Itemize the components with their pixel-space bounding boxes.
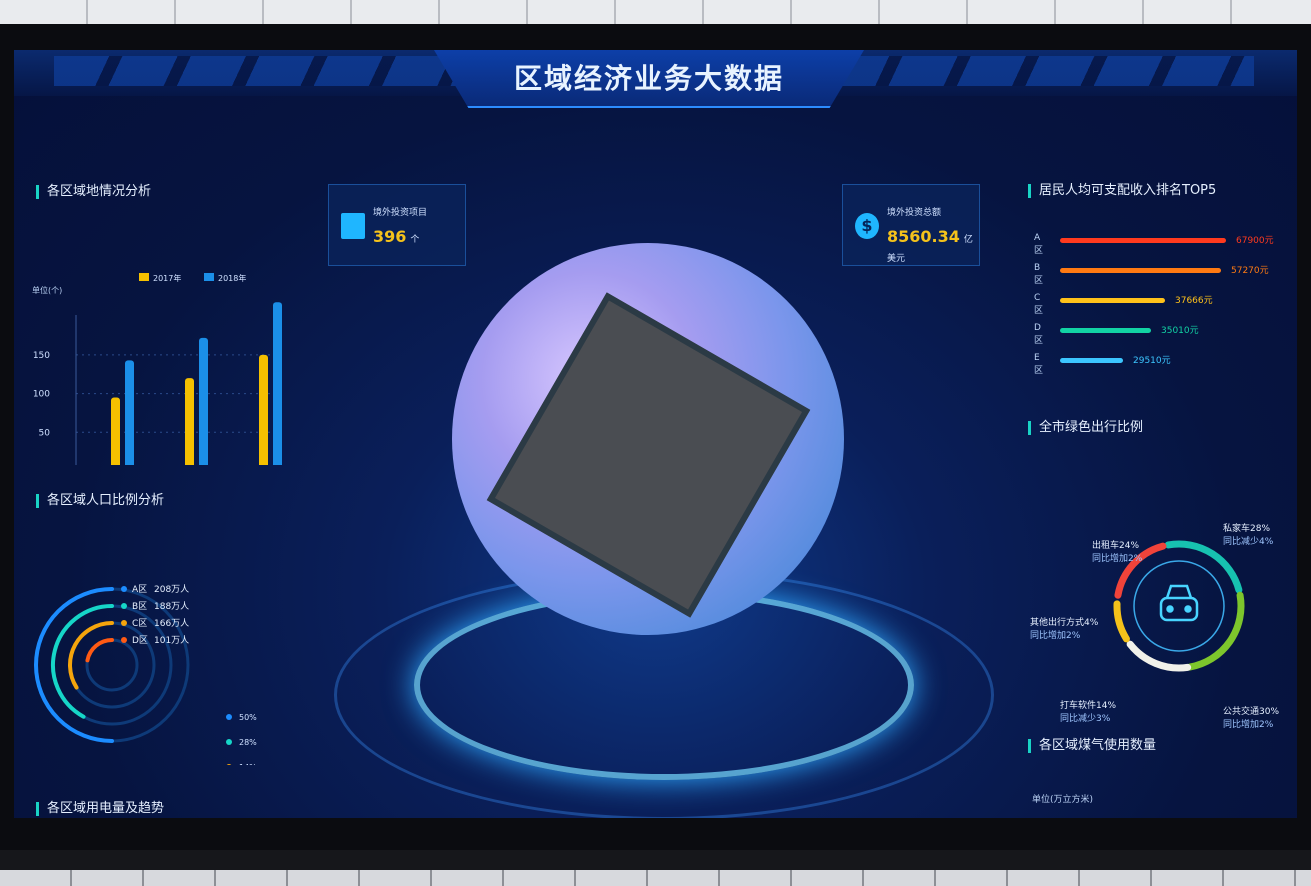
inner-ring (1133, 560, 1225, 652)
travel-donut-chart (1113, 540, 1245, 672)
income-value: 35010元 (1161, 326, 1199, 336)
region-label: E区 (1034, 353, 1044, 376)
legend-dot (121, 620, 127, 626)
building-section-title: 各区域地情况分析 (36, 185, 151, 199)
bar (111, 397, 120, 465)
pct-label: 28% (239, 738, 257, 747)
card-label: 境外投资项目 (373, 208, 428, 218)
gas-unit-label: 单位(万立方米) (1032, 795, 1094, 805)
donut-segment (1113, 600, 1130, 643)
region-label: D区 (132, 635, 148, 646)
ring-arc (34, 587, 114, 743)
legend-swatch (204, 273, 214, 281)
income-bar (1060, 238, 1226, 243)
income-value: 57270元 (1231, 266, 1269, 276)
ring-arc (51, 604, 114, 719)
region-label: C区 (1034, 293, 1044, 316)
population-value: 101万人 (154, 635, 189, 646)
travel-label-public-transit: 公共交通30% 同比增加2% (1223, 707, 1280, 730)
income-bar (1060, 268, 1221, 273)
floor-background (0, 850, 1311, 886)
gas-section-title: 各区域煤气使用数量 (1028, 739, 1156, 753)
legend-label: 2017年 (153, 273, 181, 283)
bar (273, 302, 282, 465)
bar (199, 337, 208, 465)
region-label: B区 (1034, 263, 1044, 286)
population-value: 208万人 (154, 584, 189, 595)
population-value: 166万人 (154, 618, 189, 629)
title-plate: 区域经济业务大数据 (434, 50, 864, 108)
income-bar (1060, 298, 1165, 303)
legend-label: 2018年 (218, 273, 246, 283)
income-bar (1060, 358, 1123, 363)
population-value: 188万人 (154, 601, 189, 612)
bar (185, 378, 194, 465)
travel-label-other: 其他出行方式4% 同比增加2% (1030, 618, 1099, 641)
region-label: C区 (132, 618, 147, 629)
card-value: 396 个 (373, 227, 420, 246)
donut-segment (1186, 591, 1245, 671)
wall-background (0, 0, 1311, 24)
car-icon (1159, 584, 1199, 622)
electric-section-title: 各区域用电量及趋势 (36, 802, 164, 816)
pct-label: 14% (239, 763, 257, 765)
bar (125, 360, 134, 465)
legend-dot (121, 603, 127, 609)
travel-label-ride-app: 打车软件14% 同比减少3% (1060, 701, 1117, 724)
income-value: 67900元 (1236, 236, 1274, 246)
ring-arc (85, 638, 114, 663)
legend-swatch (139, 273, 149, 281)
bar (259, 354, 268, 465)
y-tick-label: 50 (39, 428, 51, 438)
donut-segment (1114, 542, 1167, 599)
y-axis-label: 单位(个) (32, 285, 62, 295)
card-value: 8560.34 亿美元 (887, 227, 973, 264)
donut-segment (1164, 540, 1243, 594)
card-overseas-projects: 境外投资项目 396 个 (328, 184, 466, 266)
region-label: D区 (1034, 323, 1044, 346)
file-list-icon (341, 213, 365, 239)
population-section-title: 各区域人口比例分析 (36, 494, 164, 508)
donut-segment (1126, 640, 1192, 672)
card-label: 境外投资总额 (887, 208, 942, 218)
pct-dot (226, 714, 232, 720)
region-label: A区 (1034, 233, 1044, 256)
pct-dot (226, 739, 232, 745)
region-label: B区 (132, 601, 147, 612)
ring-arc (68, 621, 114, 690)
travel-section-title: 全市绿色出行比例 (1028, 421, 1143, 435)
income-bar (1060, 328, 1151, 333)
travel-label-private-car: 私家车28% 同比减少4% (1223, 524, 1274, 547)
legend-dot (121, 637, 127, 643)
travel-label-taxi: 出租车24% 同比增加2% (1092, 541, 1143, 564)
income-value: 29510元 (1133, 356, 1171, 366)
y-tick-label: 100 (33, 390, 50, 400)
pct-dot (226, 764, 232, 765)
region-label: A区 (132, 584, 147, 595)
building-bar-chart: 单位(个)0501001502017年2018年已建设楼数在建设楼数待建设楼数 (32, 273, 282, 465)
y-tick-label: 150 (33, 351, 50, 361)
pct-label: 50% (239, 713, 257, 722)
dollar-icon: $ (855, 213, 879, 239)
dashboard-screen: 区域经济业务大数据 境外投资项目 396 个 $ 境外投资总额 8560.34 亿美… (14, 50, 1297, 818)
income-value: 37666元 (1175, 296, 1213, 306)
income-section-title: 居民人均可支配收入排名TOP5 (1028, 184, 1216, 198)
card-overseas-total: $ 境外投资总额 8560.34 亿美元 (842, 184, 980, 266)
legend-dot (121, 586, 127, 592)
page-title: 区域经济业务大数据 (513, 62, 784, 95)
